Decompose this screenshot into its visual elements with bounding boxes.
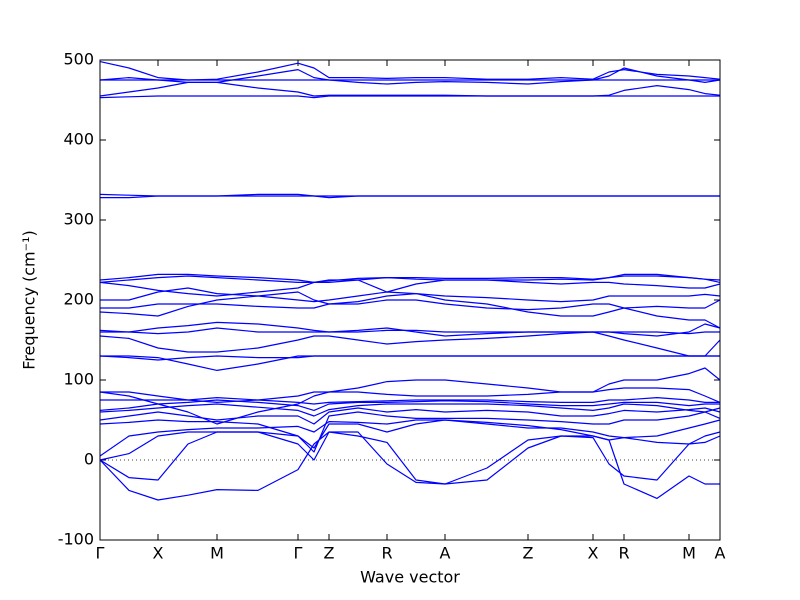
x-tick-label: X [153,544,164,563]
band-line [99,273,721,283]
band-line [99,355,720,361]
x-tick-label: R [618,544,629,563]
band-line [99,387,721,425]
y-tick-label: 300 [63,210,94,229]
x-tick-label: M [682,544,696,563]
y-axis-label: Frequency (cm⁻¹) [20,230,39,369]
x-tick-label: Z [523,544,534,563]
x-tick-label: Γ [96,544,105,563]
band-line [99,399,720,411]
band-line [99,61,721,81]
y-tick-label: 100 [63,370,94,389]
band-line [100,367,721,403]
band-line [99,407,721,425]
band-line [99,419,721,461]
y-tick-label: 0 [84,450,94,469]
band-line [99,275,721,283]
x-axis-label: Wave vector [360,568,460,587]
x-tick-label: X [588,544,599,563]
y-tick-label: 200 [63,290,94,309]
band-line [99,431,721,485]
y-tick-label: -100 [58,530,94,549]
x-tick-label: R [381,544,392,563]
band-line [99,419,721,457]
band-line [100,287,721,303]
band-line [100,327,720,337]
band-line [99,279,721,297]
band-line [99,95,720,99]
band-line [100,397,720,405]
x-tick-label: A [715,544,726,563]
x-tick-label: M [210,544,224,563]
band-line [99,321,721,337]
y-tick-label: 500 [63,50,94,69]
x-tick-label: Z [324,544,335,563]
band-line [99,403,721,417]
x-tick-label: A [440,544,451,563]
y-tick-label: 400 [63,130,94,149]
band-line [99,411,721,453]
plot-frame [99,59,721,541]
x-tick-label: Γ [294,544,303,563]
band-line [99,331,721,357]
band-line [99,431,720,501]
band-line [99,193,720,197]
band-line [99,291,721,329]
